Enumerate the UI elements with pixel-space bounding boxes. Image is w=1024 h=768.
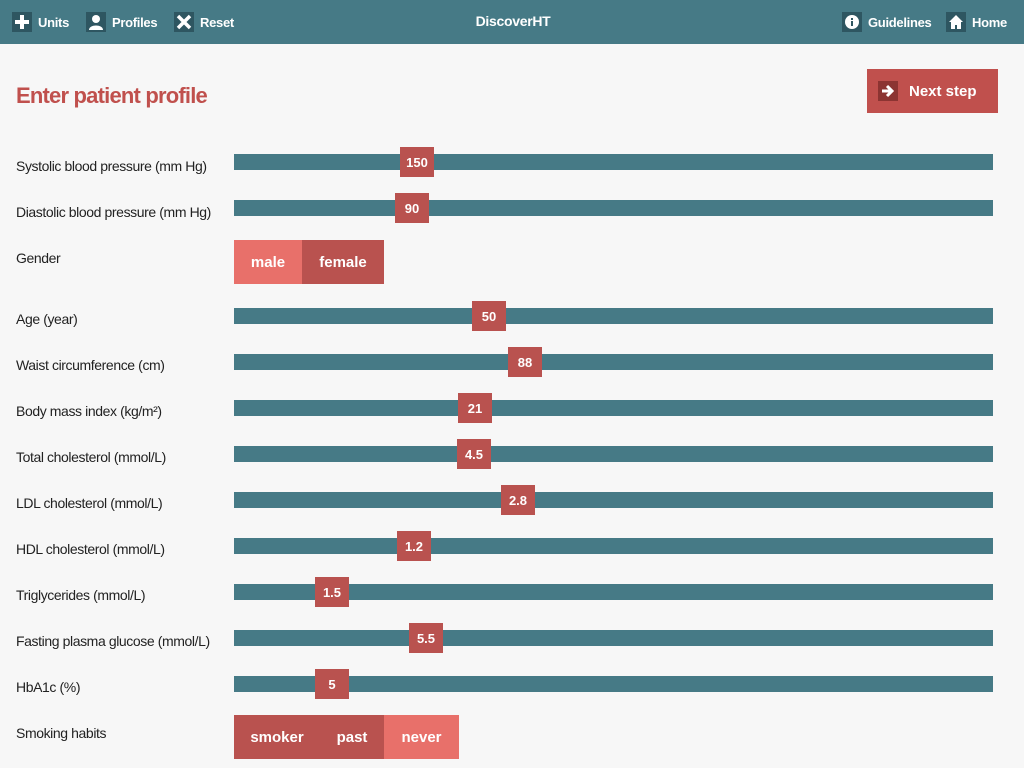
slider-track[interactable] <box>234 200 993 216</box>
nav-label: Guidelines <box>868 14 932 30</box>
option-button[interactable]: past <box>320 715 384 759</box>
next-step-button[interactable]: Next step <box>867 69 998 113</box>
option-button[interactable]: male <box>234 240 302 284</box>
profiles-button[interactable]: Profiles <box>86 11 158 33</box>
reset-button[interactable]: Reset <box>174 11 234 33</box>
slider-track[interactable] <box>234 446 993 462</box>
nav-label: Profiles <box>112 14 158 30</box>
page-heading: Enter patient profile <box>16 83 208 108</box>
field-label: Smoking habits <box>16 725 107 741</box>
slider-track[interactable] <box>234 400 993 416</box>
option-button[interactable]: female <box>302 240 384 284</box>
slider-track[interactable] <box>234 584 993 600</box>
slider-handle[interactable]: 90 <box>395 193 429 223</box>
field-label: Diastolic blood pressure (mm Hg) <box>16 204 211 220</box>
slider-handle[interactable]: 1.5 <box>315 577 349 607</box>
field-label: Waist circumference (cm) <box>16 357 165 373</box>
slider-handle[interactable]: 50 <box>472 301 506 331</box>
field-label: Total cholesterol (mmol/L) <box>16 449 166 465</box>
option-button[interactable]: smoker <box>234 715 320 759</box>
icon <box>878 81 898 101</box>
slider-track[interactable] <box>234 676 993 692</box>
slider-handle[interactable]: 1.2 <box>397 531 431 561</box>
icon <box>842 12 862 32</box>
field-label: Age (year) <box>16 311 78 327</box>
slider-handle[interactable]: 5.5 <box>409 623 443 653</box>
nav-label: Home <box>972 14 1007 30</box>
slider-handle[interactable]: 4.5 <box>457 439 491 469</box>
option-button[interactable]: never <box>384 715 459 759</box>
field-label: HbA1c (%) <box>16 679 81 695</box>
slider-handle[interactable]: 5 <box>315 669 349 699</box>
slider-track[interactable] <box>234 538 993 554</box>
button-label: Next step <box>909 82 977 100</box>
icon <box>86 12 106 32</box>
units-button[interactable]: Units <box>12 11 69 33</box>
nav-label: Reset <box>200 14 234 30</box>
nav-bar: Units Profiles Reset DiscoverHT Guidelin… <box>0 0 1024 44</box>
field-label: Fasting plasma glucose (mmol/L) <box>16 633 210 649</box>
field-label: LDL cholesterol (mmol/L) <box>16 495 163 511</box>
field-label: Gender <box>16 250 61 266</box>
slider-track[interactable] <box>234 354 993 370</box>
icon <box>946 12 966 32</box>
slider-track[interactable] <box>234 308 993 324</box>
slider-handle[interactable]: 2.8 <box>501 485 535 515</box>
field-label: Body mass index (kg/m²) <box>16 403 162 419</box>
home-button[interactable]: Home <box>946 11 1007 33</box>
slider-track[interactable] <box>234 492 993 508</box>
field-label: Systolic blood pressure (mm Hg) <box>16 158 207 174</box>
field-label: Triglycerides (mmol/L) <box>16 587 146 603</box>
field-label: HDL cholesterol (mmol/L) <box>16 541 165 557</box>
slider-handle[interactable]: 88 <box>508 347 542 377</box>
icon <box>174 12 194 32</box>
guidelines-button[interactable]: Guidelines <box>842 11 932 33</box>
nav-label: Units <box>38 14 70 30</box>
icon <box>12 12 32 32</box>
slider-track[interactable] <box>234 630 993 646</box>
slider-handle[interactable]: 21 <box>458 393 492 423</box>
slider-track[interactable] <box>234 154 993 170</box>
slider-handle[interactable]: 150 <box>400 147 434 177</box>
app-title: DiscoverHT <box>475 13 551 29</box>
